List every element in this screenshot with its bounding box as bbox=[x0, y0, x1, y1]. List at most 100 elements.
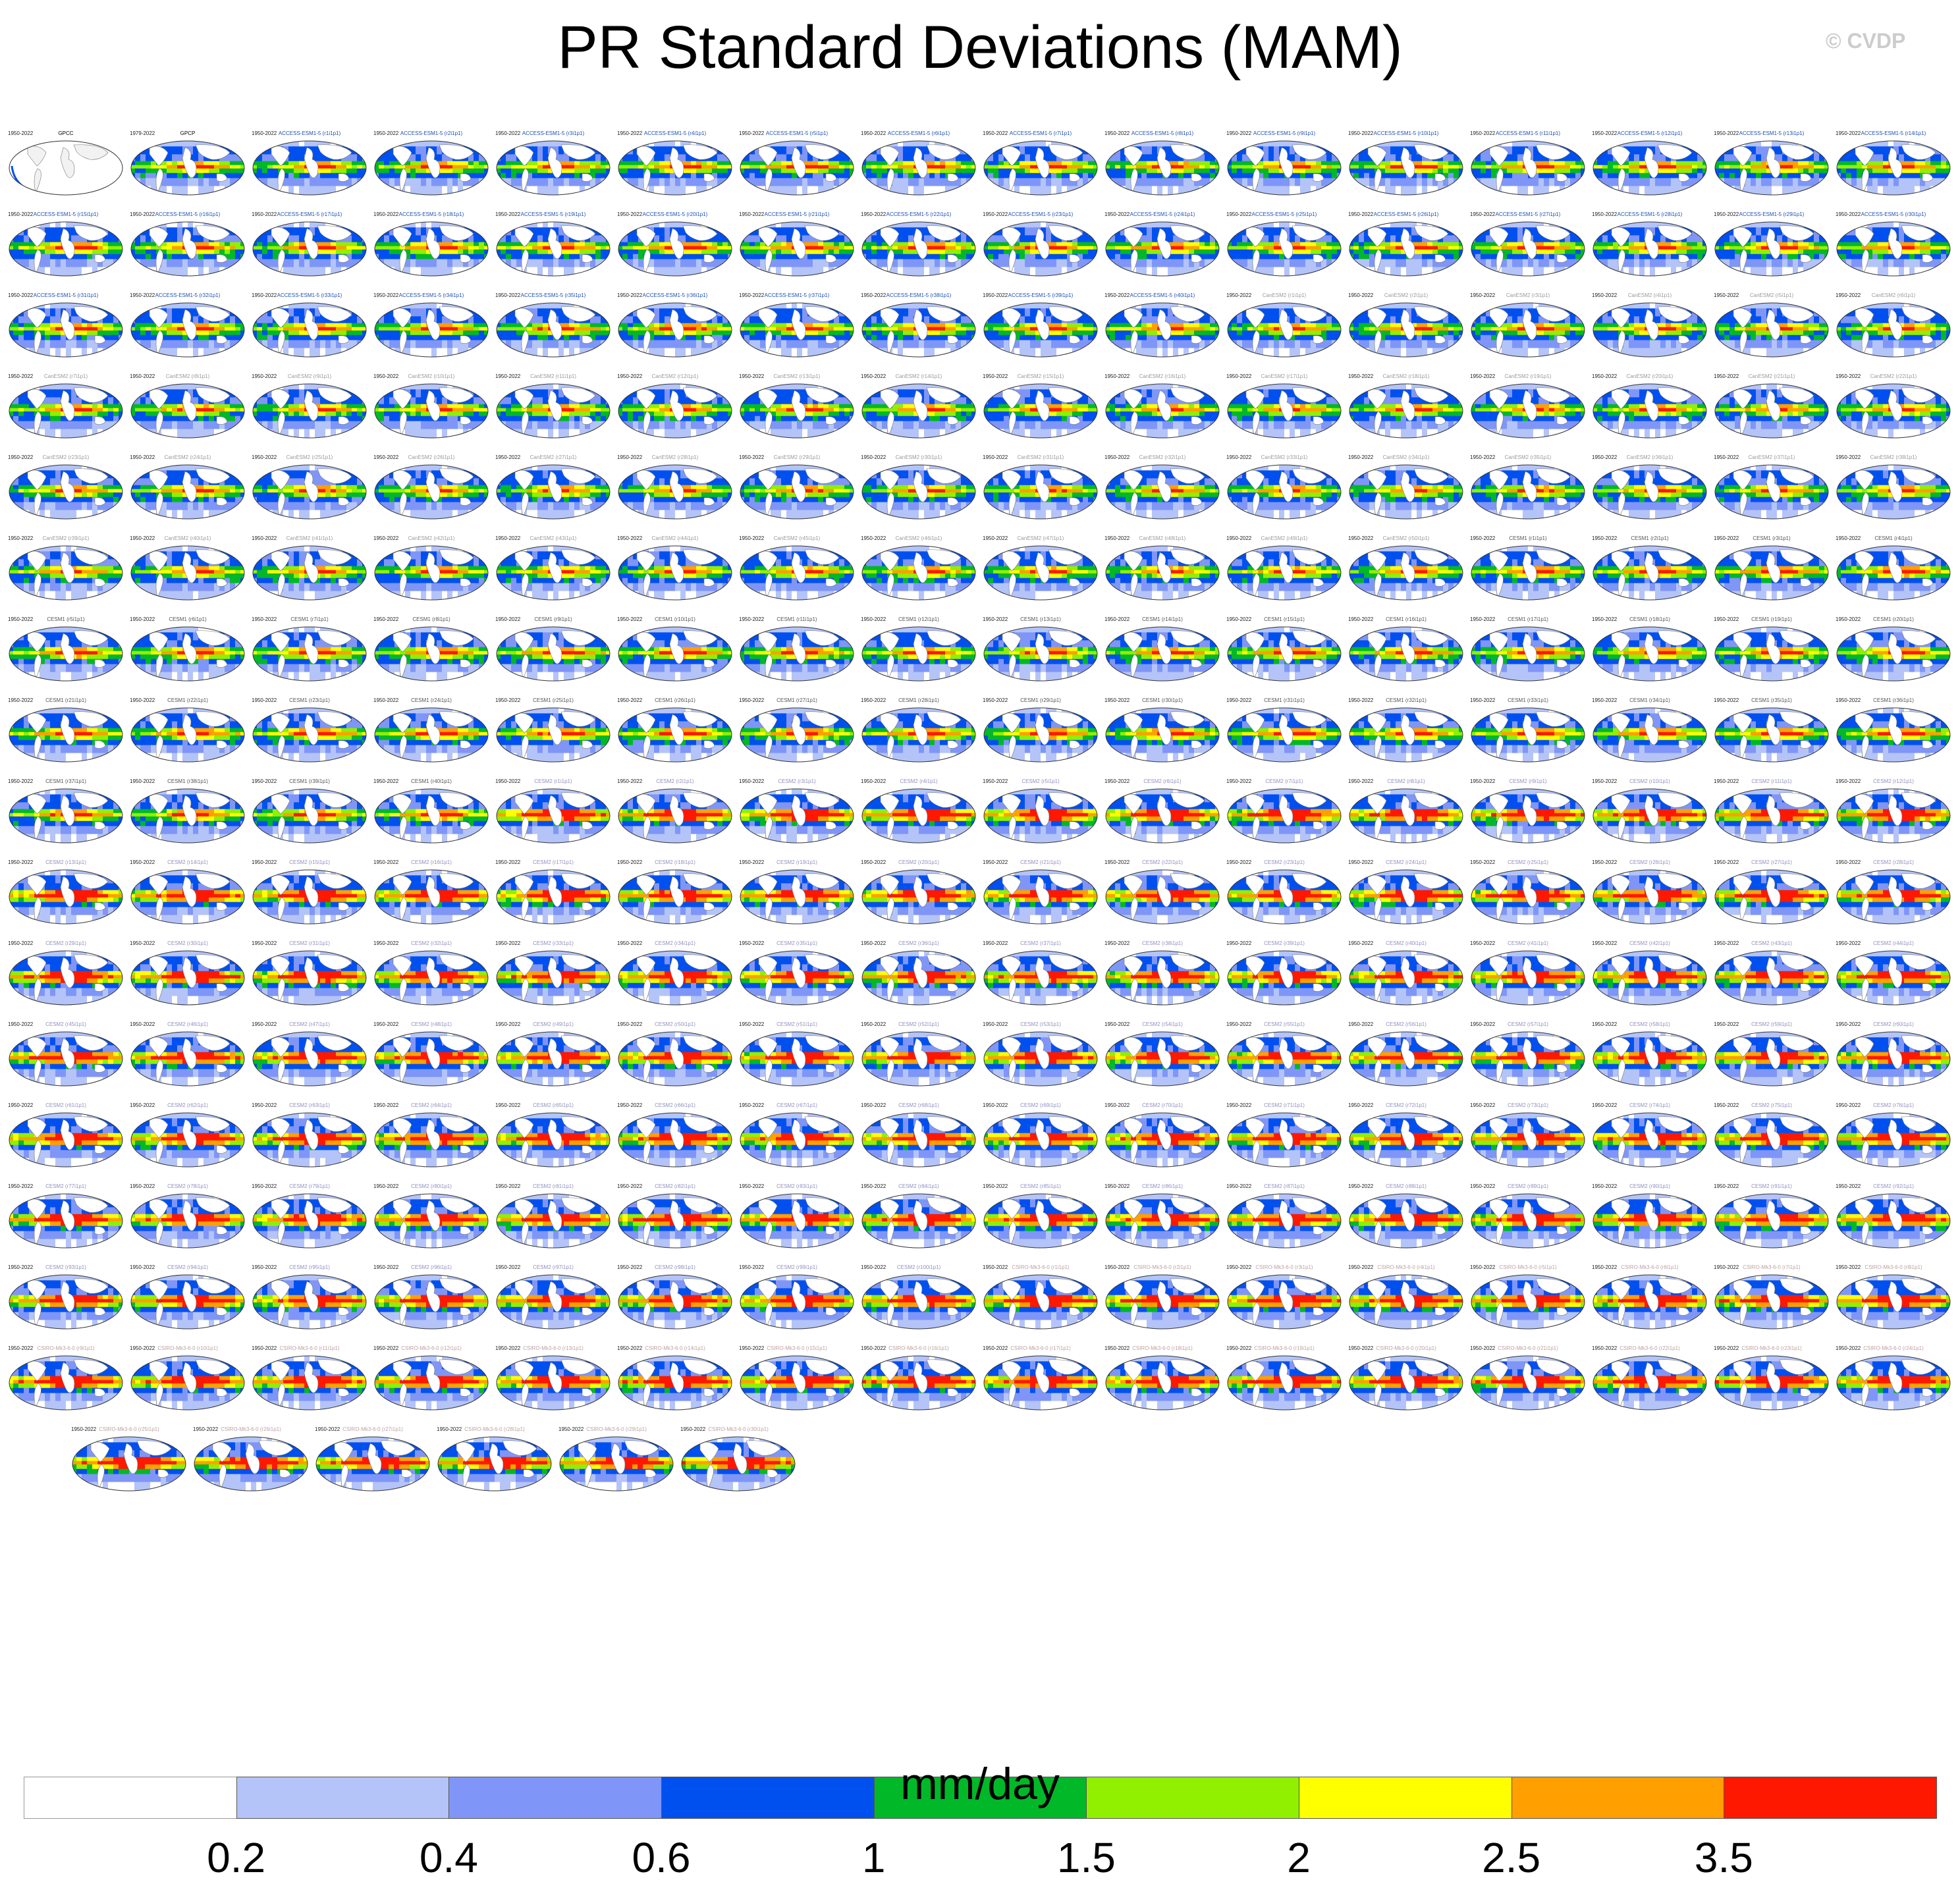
precip-cell bbox=[1946, 178, 1950, 192]
precip-cell bbox=[548, 178, 554, 192]
precip-cell bbox=[1189, 161, 1195, 167]
precip-cell bbox=[299, 227, 305, 239]
precip-cell bbox=[484, 222, 488, 233]
precip-cell bbox=[1851, 173, 1857, 182]
precip-cell bbox=[961, 161, 967, 167]
precip-cell bbox=[82, 259, 88, 273]
precip-cell bbox=[209, 242, 215, 248]
panel-period: 1950-2022 bbox=[861, 130, 886, 136]
precip-cell bbox=[204, 161, 209, 167]
precip-cell bbox=[1136, 173, 1142, 182]
precip-cell bbox=[569, 168, 575, 176]
precip-cell bbox=[1751, 146, 1756, 158]
precip-cell bbox=[792, 173, 798, 182]
precip-cell bbox=[13, 254, 19, 263]
precip-cell bbox=[1168, 186, 1174, 195]
precip-cell bbox=[1178, 186, 1184, 195]
precip-cell bbox=[1232, 161, 1238, 167]
precip-cell bbox=[1311, 168, 1317, 176]
precip-cell bbox=[1793, 186, 1799, 195]
precip-cell bbox=[76, 249, 82, 257]
precip-cell bbox=[1549, 186, 1555, 195]
precip-cell bbox=[882, 173, 888, 182]
precip-cell bbox=[1332, 141, 1338, 152]
precip-cell bbox=[680, 178, 686, 192]
precip-cell bbox=[1475, 186, 1481, 195]
precip-cell bbox=[156, 186, 162, 195]
precip-cell bbox=[379, 141, 385, 152]
precip-cell bbox=[940, 161, 946, 167]
precip-cell bbox=[389, 186, 395, 195]
precip-cell bbox=[497, 141, 501, 152]
precip-cell bbox=[1888, 173, 1894, 182]
precip-cell bbox=[315, 267, 321, 276]
precip-cell bbox=[474, 259, 479, 273]
precip-cell bbox=[654, 173, 660, 182]
precip-cell bbox=[691, 267, 697, 276]
precip-cell bbox=[839, 186, 845, 195]
precip-cell bbox=[262, 146, 268, 158]
precip-cell bbox=[1205, 178, 1211, 192]
precip-cell bbox=[1941, 186, 1947, 195]
precip-cell bbox=[516, 178, 522, 192]
precip-cell bbox=[1517, 186, 1523, 195]
precip-cell bbox=[151, 249, 157, 257]
precip-cell bbox=[580, 168, 585, 176]
precip-cell bbox=[325, 235, 331, 245]
precip-cell bbox=[1274, 146, 1280, 158]
precip-cell bbox=[1883, 154, 1889, 164]
land-mass bbox=[149, 146, 169, 167]
precip-cell bbox=[219, 246, 225, 252]
precip-cell bbox=[696, 178, 702, 192]
precip-cell bbox=[1178, 178, 1184, 192]
precip-cell bbox=[501, 161, 506, 167]
precip-cell bbox=[516, 165, 522, 171]
precip-cell bbox=[1454, 173, 1459, 182]
precip-cell bbox=[1030, 186, 1036, 195]
precip-cell bbox=[71, 259, 77, 273]
precip-cell bbox=[834, 154, 840, 164]
precip-cell bbox=[1549, 161, 1555, 167]
precip-cell bbox=[283, 173, 289, 182]
precip-cell bbox=[866, 186, 872, 195]
precip-cell bbox=[161, 242, 167, 248]
precip-cell bbox=[1533, 154, 1539, 164]
precip-cell bbox=[935, 161, 940, 167]
precip-cell bbox=[131, 259, 136, 273]
precip-cell bbox=[325, 168, 331, 176]
precip-cell bbox=[1660, 165, 1666, 171]
precip-cell bbox=[527, 168, 533, 176]
precip-cell bbox=[1380, 173, 1386, 182]
precip-cell bbox=[1295, 173, 1301, 182]
land-mass bbox=[1644, 147, 1659, 178]
precip-cell bbox=[659, 173, 665, 182]
precip-cell bbox=[379, 161, 385, 167]
precip-cell bbox=[760, 178, 766, 192]
precip-cell bbox=[1326, 173, 1332, 182]
precip-cell bbox=[760, 165, 766, 171]
precip-cell bbox=[866, 154, 872, 164]
precip-cell bbox=[659, 186, 665, 195]
precip-cell bbox=[1761, 186, 1767, 195]
precip-cell bbox=[1846, 154, 1852, 164]
precip-cell bbox=[1920, 186, 1926, 195]
precip-cell bbox=[447, 267, 453, 276]
precip-cell bbox=[336, 178, 342, 192]
precip-cell bbox=[108, 267, 114, 276]
precip-cell bbox=[691, 173, 697, 182]
precip-cell bbox=[971, 267, 975, 276]
precip-cell bbox=[1093, 165, 1097, 171]
precip-cell bbox=[696, 161, 702, 167]
precip-cell bbox=[1735, 173, 1741, 182]
precip-cell bbox=[40, 246, 45, 252]
precip-cell bbox=[452, 168, 458, 176]
precip-cell bbox=[1046, 146, 1052, 158]
precip-cell bbox=[1141, 146, 1147, 158]
precip-cell bbox=[892, 173, 898, 182]
precip-cell bbox=[225, 242, 231, 248]
land-mass bbox=[73, 225, 109, 241]
precip-cell bbox=[1110, 178, 1116, 192]
watermark: © CVDP bbox=[1826, 29, 1905, 53]
land-mass bbox=[182, 228, 197, 259]
precip-cell bbox=[516, 168, 522, 176]
